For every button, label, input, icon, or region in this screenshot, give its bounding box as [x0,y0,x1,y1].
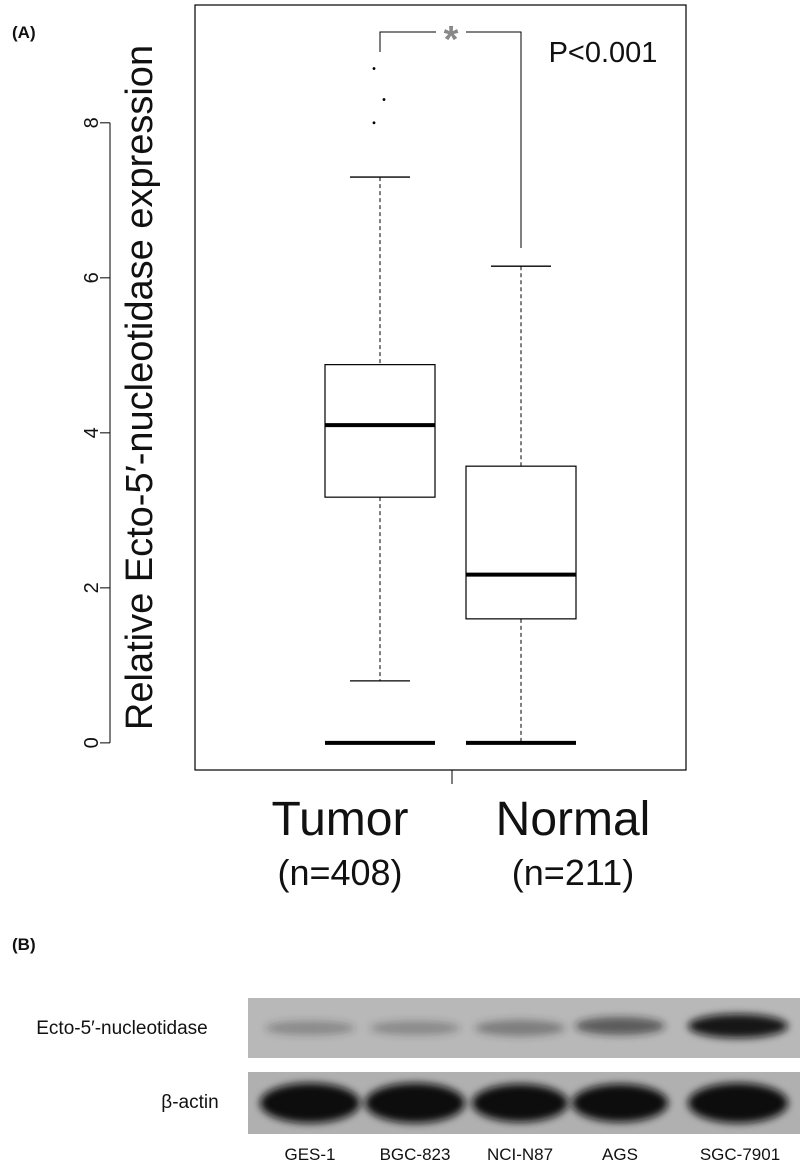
lane-label: GES-1 [284,1145,335,1164]
significance-bracket [379,31,436,52]
band [575,1017,665,1035]
lane-label: BGC-823 [380,1145,451,1164]
band [260,1083,360,1123]
lane-label: NCI-N87 [487,1145,553,1164]
x-tick-label: Normal [496,793,651,846]
significance-star: * [444,19,459,61]
row-label: Ecto-5′-nucleotidase [36,1018,208,1039]
y-tick-label: 0 [81,737,103,748]
plot: 0 2 4 6 8 Relative Ecto-5′-nucleotidase expre… [81,4,687,893]
y-tick-label: 4 [81,427,103,438]
n-label: (n=408) [277,852,402,893]
y-axis-label: Relative Ecto-5′-nucleotidase expression [119,45,161,730]
box [324,364,436,498]
box [465,465,577,620]
band [688,1083,788,1123]
bands [260,1014,788,1123]
n-label: (n=211) [512,852,634,893]
band [265,1021,355,1035]
band [475,1020,565,1036]
y-tick-label: 6 [81,272,103,283]
lane-label: AGS [602,1145,638,1164]
plot-frame [194,4,687,771]
outlier [372,67,376,70]
panel-label: (B) [12,935,36,954]
lane-label: SGC-7901 [700,1145,780,1164]
y-tick-label: 8 [81,117,103,128]
x-tick-label: Tumor [272,793,409,846]
p-value: P<0.001 [549,37,658,69]
band [370,1021,460,1035]
band [688,1014,788,1038]
band [472,1084,568,1122]
panel-label: (A) [12,23,36,42]
significance-bracket [466,31,522,248]
y-tick-label: 2 [81,582,103,593]
band [572,1084,668,1122]
row-label: β-actin [161,1092,218,1113]
outlier [372,121,376,125]
outlier [382,98,386,101]
band [365,1083,465,1123]
